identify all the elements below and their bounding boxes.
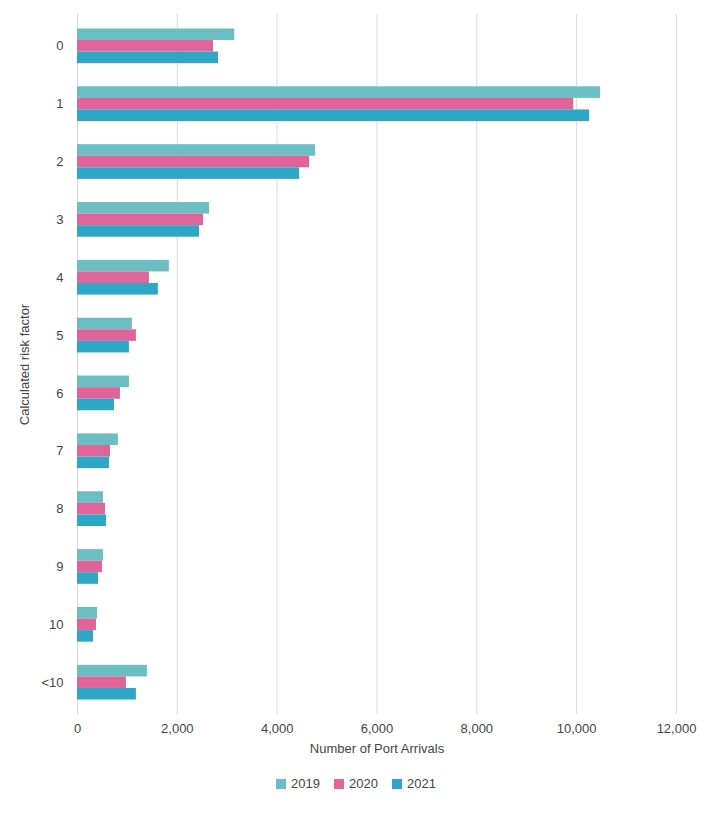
- html-text:2020: 2020: [349, 776, 378, 791]
- svg-text:2,000: 2,000: [161, 721, 194, 736]
- svg-text:Calculated risk factor: Calculated risk factor: [17, 303, 32, 425]
- svg-text:12,000: 12,000: [657, 721, 697, 736]
- svg-text:<10: <10: [41, 675, 63, 690]
- svg-text:1: 1: [56, 96, 63, 111]
- html-text:2019: 2019: [291, 776, 320, 791]
- svg-text:6: 6: [56, 386, 63, 401]
- svg-text:10: 10: [49, 617, 63, 632]
- svg-text:5: 5: [56, 328, 63, 343]
- svg-text:6,000: 6,000: [361, 721, 394, 736]
- svg-text:2: 2: [56, 154, 63, 169]
- svg-text:10,000: 10,000: [557, 721, 597, 736]
- svg-text:4: 4: [56, 270, 63, 285]
- svg-text:0: 0: [74, 721, 81, 736]
- svg-text:8: 8: [56, 501, 63, 516]
- svg-text:Number of Port Arrivals: Number of Port Arrivals: [310, 741, 445, 756]
- svg-text:4,000: 4,000: [261, 721, 294, 736]
- svg-text:0: 0: [56, 38, 63, 53]
- svg-text:7: 7: [56, 443, 63, 458]
- svg-text:9: 9: [56, 559, 63, 574]
- svg-text:3: 3: [56, 212, 63, 227]
- svg-text:8,000: 8,000: [461, 721, 494, 736]
- html-text:2021: 2021: [407, 776, 436, 791]
